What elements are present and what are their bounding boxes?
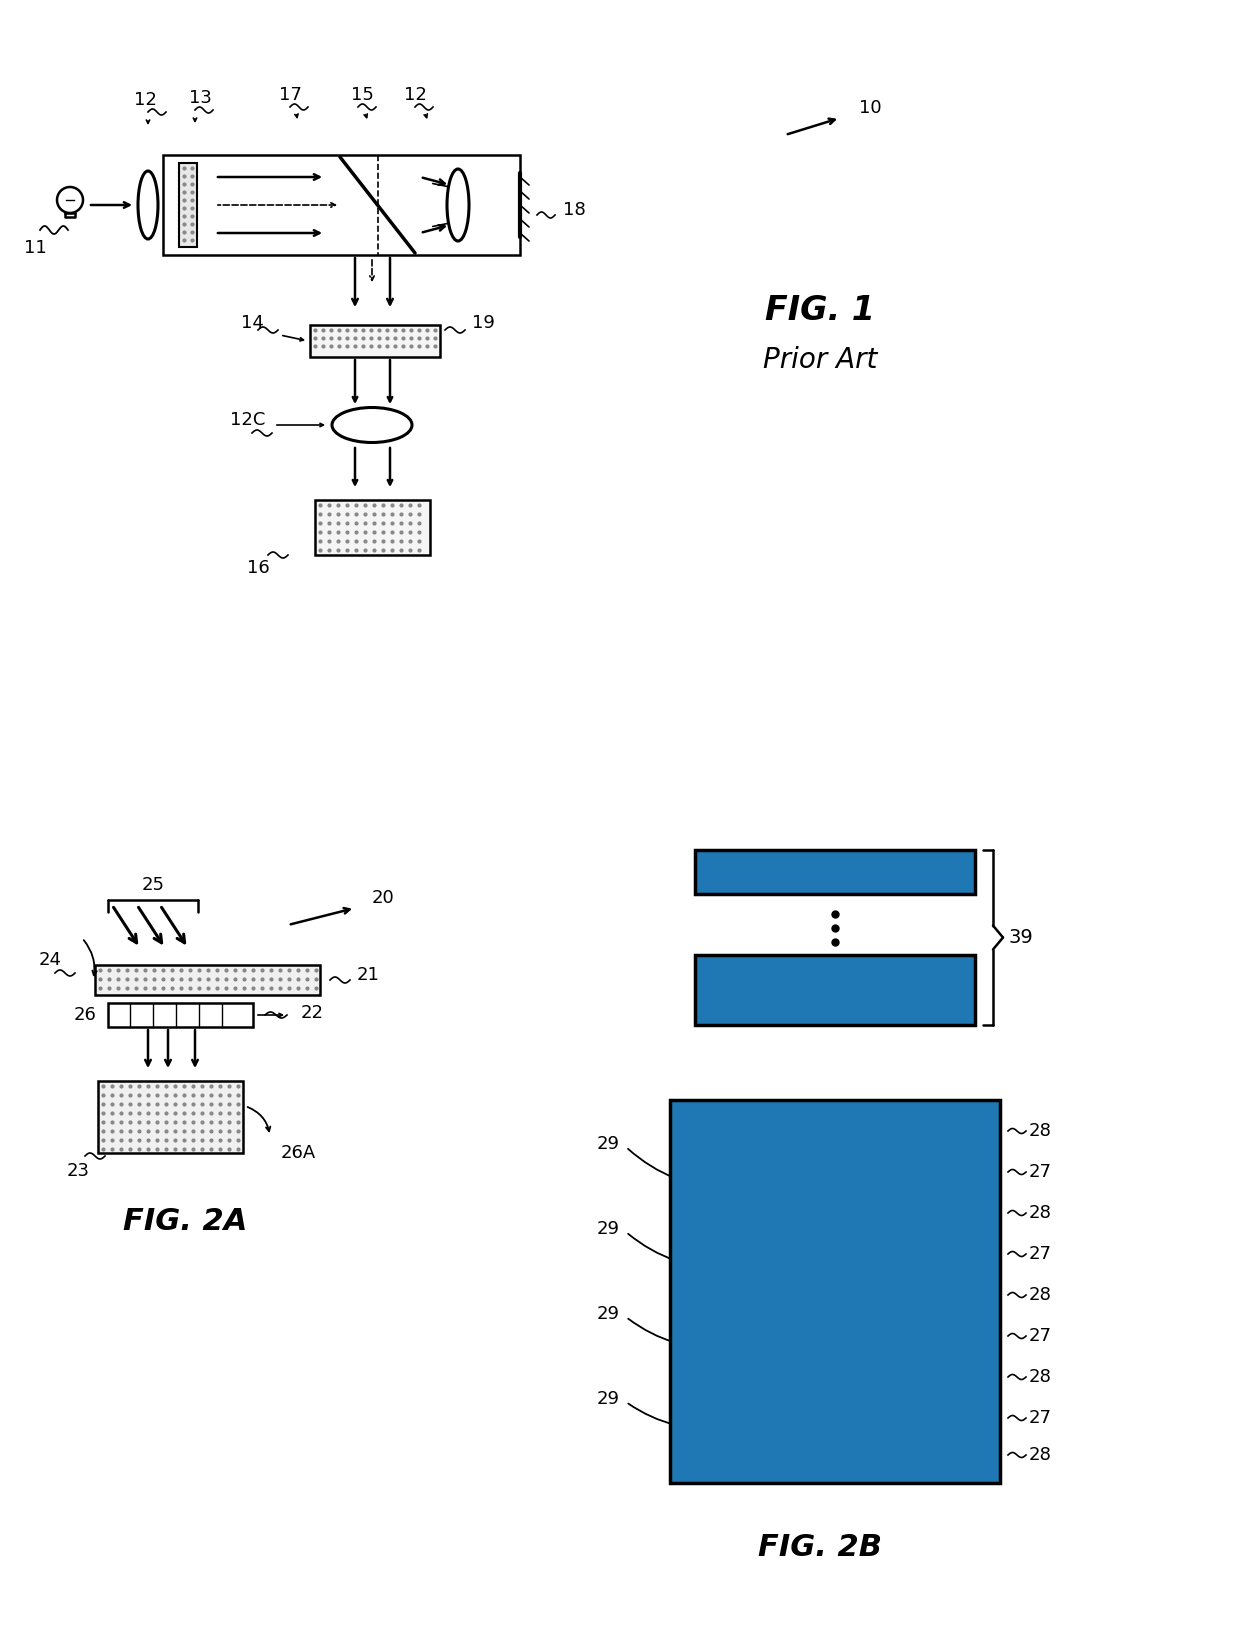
Text: 28: 28 [1028,1123,1052,1141]
Text: 13: 13 [188,89,212,107]
Text: 12: 12 [134,91,156,109]
Bar [98,1081,243,1152]
Text: 14: 14 [241,314,263,332]
Ellipse shape [138,171,157,239]
Text: 15: 15 [351,86,373,104]
Ellipse shape [446,170,469,240]
Text: 27: 27 [1028,1244,1052,1262]
Text: 22: 22 [300,1004,324,1022]
Bar [670,1162,999,1182]
Bar [162,155,520,255]
Text: 24: 24 [38,951,62,969]
Bar [694,955,975,984]
Text: 29: 29 [596,1305,620,1323]
Text: 12: 12 [403,86,427,104]
Bar [694,849,975,882]
Text: 29: 29 [596,1389,620,1407]
Bar [179,163,197,247]
Ellipse shape [332,408,412,443]
Text: FIG. 2B: FIG. 2B [758,1534,882,1562]
Text: Prior Art: Prior Art [763,346,877,374]
Text: 18: 18 [563,201,585,219]
Text: 11: 11 [24,239,46,257]
Text: 17: 17 [279,86,301,104]
Text: 26A: 26A [280,1144,316,1162]
Text: FIG. 2A: FIG. 2A [123,1207,247,1236]
Text: 29: 29 [596,1220,620,1238]
Bar [694,984,975,994]
Bar [670,1264,999,1327]
Bar [694,849,975,894]
Text: 19: 19 [471,314,495,332]
Text: 25: 25 [141,876,165,894]
Bar [694,882,975,894]
Bar [694,955,975,1025]
Text: 12C: 12C [231,412,265,430]
Text: 29: 29 [596,1136,620,1152]
Text: 28: 28 [1028,1445,1052,1463]
Text: 23: 23 [67,1162,89,1180]
Bar [315,500,430,555]
Bar [670,1429,999,1483]
Text: 27: 27 [1028,1327,1052,1345]
Text: 26: 26 [73,1006,97,1024]
Circle shape [57,188,83,212]
Text: 20: 20 [372,889,394,907]
Text: 10: 10 [858,99,882,117]
Text: 28: 28 [1028,1203,1052,1221]
Text: 21: 21 [357,966,379,984]
Text: FIG. 1: FIG. 1 [765,293,875,326]
Bar [670,1100,999,1162]
Text: 27: 27 [1028,1164,1052,1180]
Text: 28: 28 [1028,1286,1052,1304]
Bar [670,1244,999,1264]
Bar [670,1100,999,1483]
Text: 28: 28 [1028,1368,1052,1386]
Bar [95,965,320,994]
Bar [670,1407,999,1429]
Text: 16: 16 [247,560,269,578]
Bar [670,1327,999,1346]
Text: 27: 27 [1028,1409,1052,1427]
Bar [694,994,975,1025]
Bar [670,1182,999,1244]
Bar [108,1002,253,1027]
Bar [670,1346,999,1407]
Bar [310,324,440,357]
Text: 39: 39 [1008,928,1033,946]
